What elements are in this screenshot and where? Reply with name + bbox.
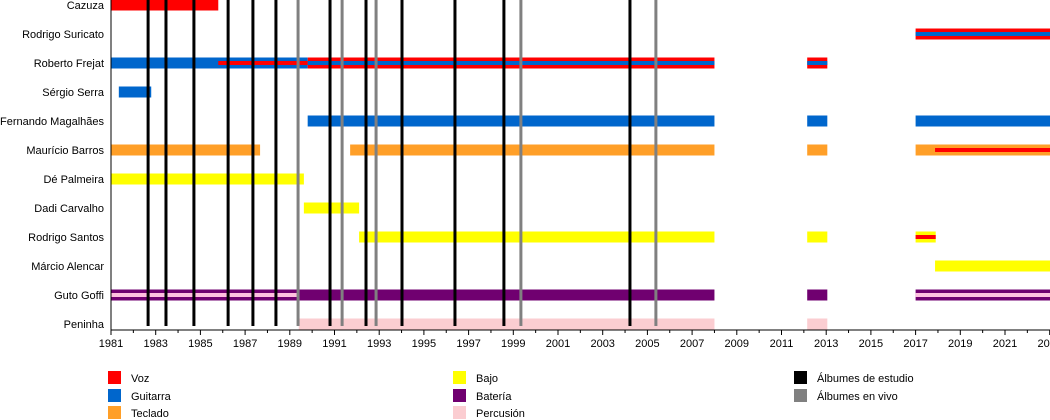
- member-label: Dé Palmeira: [43, 174, 104, 186]
- bar-bajo: [807, 231, 828, 243]
- x-tick-label: 1985: [188, 338, 212, 350]
- bar-guitarra: [807, 61, 828, 65]
- member-label: Cazuza: [67, 0, 105, 12]
- x-tick-label: 2003: [590, 338, 614, 350]
- x-tick-label: 1993: [367, 338, 391, 350]
- bar-guitarra: [915, 32, 1050, 36]
- x-tick-label: 1987: [233, 338, 257, 350]
- bar-bajo: [935, 260, 1050, 272]
- member-label: Roberto Frejat: [34, 58, 104, 70]
- x-tick-label: 2017: [903, 338, 927, 350]
- bar-percusion: [807, 318, 828, 330]
- x-tick-label: 2013: [814, 338, 838, 350]
- legend-swatch: [794, 371, 807, 384]
- legend-label: Álbumes de estudio: [817, 372, 914, 385]
- member-label: Márcio Alencar: [31, 261, 104, 273]
- legend-swatch: [453, 371, 466, 384]
- legend-swatch: [453, 389, 466, 402]
- bar-voz: [218, 61, 308, 65]
- member-label: Sérgio Serra: [42, 87, 105, 99]
- bar-bateria: [807, 289, 828, 301]
- legend-swatch: [108, 389, 121, 402]
- x-tick-label: 2009: [725, 338, 749, 350]
- legend-swatch: [108, 371, 121, 384]
- bar-voz: [935, 148, 1050, 152]
- bar-guitarra: [915, 115, 1050, 127]
- legend-label: Bajo: [476, 373, 498, 385]
- x-tick-label: 2023: [1037, 338, 1050, 350]
- x-tick-label: 1999: [501, 338, 525, 350]
- x-tick-label: 2019: [948, 338, 972, 350]
- member-labels: Cazuza Rodrigo Suricato Roberto Frejat Sérg…: [0, 0, 105, 331]
- x-tick-label: 1981: [99, 338, 123, 350]
- bar-bateria: [111, 289, 715, 301]
- x-tick-label: 2001: [546, 338, 570, 350]
- x-tick-label: 1983: [143, 338, 167, 350]
- bar-teclado: [111, 144, 261, 156]
- bar-bajo: [359, 231, 715, 243]
- bar-percusion: [298, 318, 715, 330]
- legend-swatch: [108, 406, 121, 419]
- bar-guitarra: [307, 115, 715, 127]
- x-tick-label: 2021: [993, 338, 1017, 350]
- x-tick-label: 1997: [456, 338, 480, 350]
- legend: Voz Guitarra Teclado Bajo Batería Percusión Ál…: [108, 371, 914, 420]
- bar-bajo: [111, 173, 304, 185]
- legend-label: Guitarra: [131, 391, 172, 403]
- member-label: Rodrigo Suricato: [22, 29, 104, 41]
- bar-guitarra: [111, 57, 308, 69]
- bar-guitarra: [118, 86, 152, 98]
- x-tick-label: 2015: [859, 338, 883, 350]
- x-tick-label: 2007: [680, 338, 704, 350]
- member-label: Fernando Magalhães: [0, 116, 104, 128]
- bar-guitarra: [307, 61, 715, 65]
- member-label: Rodrigo Santos: [28, 232, 104, 244]
- bar-percusion_alt: [915, 293, 1050, 297]
- legend-label: Voz: [131, 373, 149, 385]
- member-label: Guto Goffi: [54, 290, 104, 302]
- legend-label: Batería: [476, 391, 512, 403]
- bars-layer: [111, 0, 1050, 330]
- x-tick-label: 2011: [770, 338, 794, 350]
- bar-percusion_alt: [111, 293, 299, 297]
- legend-label: Teclado: [131, 408, 169, 420]
- x-tick-label: 2005: [635, 338, 659, 350]
- member-label: Peninha: [64, 319, 105, 331]
- x-tick-label: 1989: [278, 338, 302, 350]
- member-label: Maurício Barros: [26, 145, 104, 157]
- x-tick-label: 1995: [412, 338, 436, 350]
- album-lines-layer: [146, 0, 658, 326]
- legend-swatch: [453, 406, 466, 419]
- legend-swatch: [794, 389, 807, 402]
- legend-label: Percusión: [476, 408, 525, 420]
- x-axis: 1981 1983 1985 1987 1989 1991 1993 1995 1997 1999…: [99, 0, 1050, 350]
- bar-voz: [915, 235, 936, 239]
- x-tick-label: 1991: [322, 338, 346, 350]
- bar-guitarra: [807, 115, 828, 127]
- bar-teclado: [350, 144, 715, 156]
- legend-label: Álbumes en vivo: [817, 390, 898, 403]
- bar-teclado: [807, 144, 828, 156]
- member-label: Dadi Carvalho: [34, 203, 104, 215]
